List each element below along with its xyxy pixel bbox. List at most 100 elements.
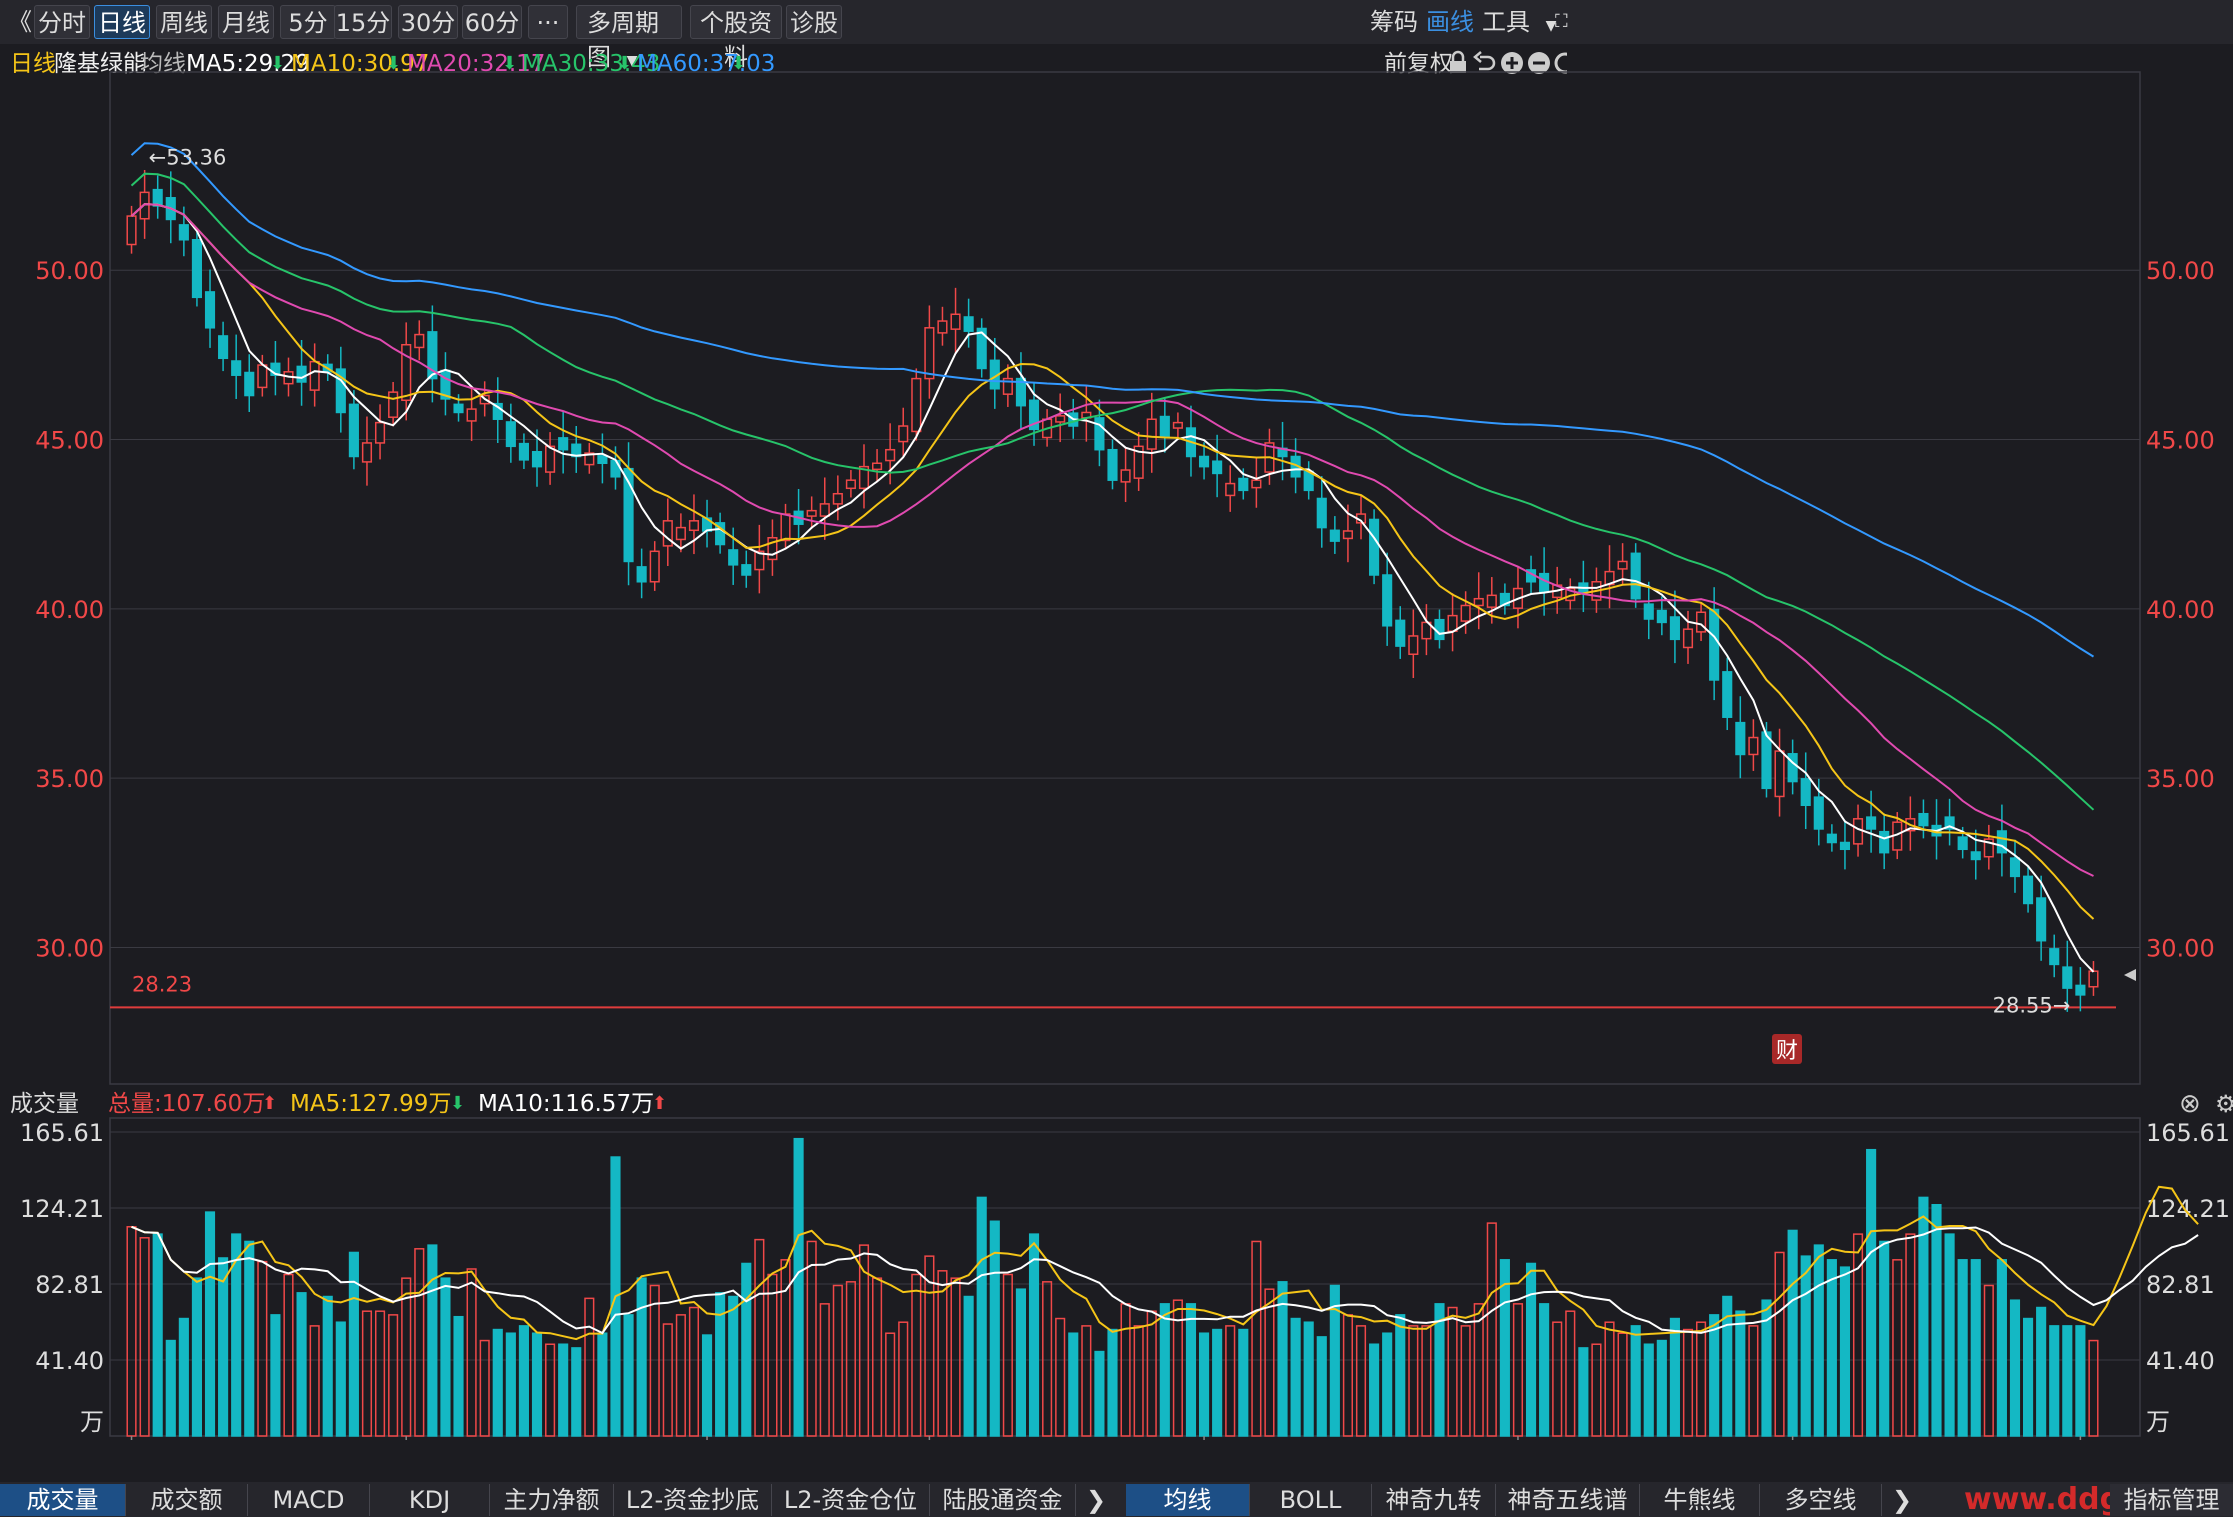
- tab-30min[interactable]: 30分: [398, 5, 458, 39]
- back-icon[interactable]: 《: [8, 8, 32, 36]
- chevron-right-icon[interactable]: ❯: [1891, 1486, 1913, 1514]
- volume-bar: [885, 1332, 896, 1437]
- draw-line-button[interactable]: 画线: [1426, 8, 1474, 36]
- multi-period-dropdown[interactable]: 多周期图 ▼: [576, 5, 682, 71]
- tab-long-short[interactable]: 多空线: [1760, 1484, 1882, 1516]
- candle-body: [505, 421, 516, 448]
- candle-body: [1630, 552, 1641, 600]
- price-volume-chart[interactable]: 50.00 50.00 45.00 45.00 40.00 40.00 35.00 35.00…: [0, 0, 2233, 1440]
- arrow-down-icon: ⬇: [450, 1093, 466, 1114]
- volume-bar: [806, 1240, 817, 1437]
- volume-bar: [793, 1137, 804, 1437]
- candle-body: [309, 360, 320, 391]
- tab-main-net[interactable]: 主力净额: [490, 1484, 614, 1516]
- low-price-mark: 28.55→: [1993, 994, 2071, 1018]
- candle-body: [1238, 477, 1249, 492]
- period-toolbar: 《 分时 日线 周线 月线 5分 15分 30分 60分 ··· 多周期图 ▼ …: [0, 0, 2233, 71]
- chip-button[interactable]: 筹码: [1370, 8, 1418, 36]
- more-periods-button[interactable]: ···: [528, 5, 568, 39]
- candle-body: [1408, 635, 1419, 655]
- tab-l2-bottom[interactable]: L2-资金抄底: [614, 1484, 772, 1516]
- volume-bar: [126, 1226, 137, 1437]
- candle-body: [492, 402, 503, 420]
- volume-bar: [283, 1273, 294, 1437]
- indicator-manage-button[interactable]: 指标管理: [2110, 1484, 2233, 1516]
- stock-info-button[interactable]: 个股资料: [690, 5, 782, 71]
- volume-bar: [1761, 1299, 1772, 1437]
- candle-body: [1866, 816, 1877, 830]
- volume-bar: [348, 1251, 359, 1437]
- tab-monthly[interactable]: 月线: [218, 5, 274, 39]
- volume-bar: [1434, 1303, 1445, 1437]
- candle-body: [806, 509, 817, 517]
- ma30-line: [130, 172, 2095, 811]
- candle-body: [1460, 604, 1471, 622]
- volume-bar: [152, 1233, 163, 1437]
- tab-l2-position[interactable]: L2-资金仓位: [772, 1484, 930, 1516]
- tab-boll[interactable]: BOLL: [1250, 1484, 1372, 1516]
- candle-body: [649, 550, 660, 583]
- chevron-right-icon[interactable]: ❯: [1085, 1486, 1107, 1514]
- ma10-line: [130, 203, 2095, 920]
- candle-body: [1342, 530, 1353, 540]
- tab-bull-bear[interactable]: 牛熊线: [1640, 1484, 1760, 1516]
- volume-bar: [231, 1233, 242, 1437]
- gear-icon[interactable]: ⚙: [2215, 1090, 2233, 1118]
- tab-daily[interactable]: 日线: [94, 5, 150, 39]
- volume-bar: [1839, 1266, 1851, 1437]
- volume-bar: [819, 1303, 830, 1437]
- volume-bar: [1944, 1233, 1955, 1437]
- volume-bar: [1081, 1325, 1092, 1437]
- tab-weekly[interactable]: 周线: [156, 5, 212, 39]
- tab-magic-five[interactable]: 神奇五线谱: [1496, 1484, 1640, 1516]
- volume-bar: [518, 1325, 529, 1437]
- volume-bar: [1656, 1339, 1667, 1437]
- indicator-tabs: 成交量 成交额 MACD KDJ 主力净额 L2-资金抄底 L2-资金仓位 陆股…: [0, 1482, 2233, 1517]
- candle-body: [898, 425, 909, 443]
- tab-turnover[interactable]: 成交额: [126, 1484, 248, 1516]
- candle-body: [1028, 399, 1040, 431]
- volume-bar: [165, 1339, 176, 1437]
- arrow-down-icon: ⬇: [502, 53, 518, 74]
- tab-macd[interactable]: MACD: [248, 1484, 370, 1516]
- volume-total: 总量:107.60万: [108, 1091, 266, 1117]
- candle-body: [1094, 417, 1105, 451]
- tab-ma[interactable]: 均线: [1126, 1484, 1250, 1516]
- zoom-in-icon[interactable]: [1499, 50, 1525, 76]
- candle-body: [1316, 497, 1327, 529]
- volume-bar: [649, 1284, 660, 1437]
- undo-icon[interactable]: [1472, 50, 1498, 76]
- tab-northbound[interactable]: 陆股通资金: [930, 1484, 1076, 1516]
- volume-bar: [963, 1295, 974, 1437]
- tab-kdj[interactable]: KDJ: [370, 1484, 490, 1516]
- volume-bar: [1225, 1325, 1236, 1437]
- volume-bar: [322, 1295, 333, 1437]
- tab-magic-nine[interactable]: 神奇九转: [1372, 1484, 1496, 1516]
- close-icon[interactable]: ⊗: [2179, 1089, 2201, 1119]
- candle-body: [1434, 618, 1445, 641]
- zoom-out-icon[interactable]: [1526, 50, 1552, 76]
- candle-body: [2049, 948, 2060, 966]
- tools-dropdown[interactable]: 工具 ▼: [1482, 5, 1556, 39]
- diagnose-button[interactable]: 诊股: [786, 5, 842, 39]
- tab-volume[interactable]: 成交量: [0, 1484, 126, 1516]
- volume-bar: [2036, 1306, 2047, 1437]
- candle-body: [335, 368, 346, 414]
- volume-bar: [1643, 1343, 1654, 1437]
- volume-bar: [937, 1270, 948, 1437]
- fullscreen-icon[interactable]: ⛶: [1555, 11, 1568, 32]
- tab-15min[interactable]: 15分: [334, 5, 392, 39]
- candle-body: [924, 327, 935, 380]
- price-panel-frame: [109, 71, 2141, 1085]
- candle-body: [453, 403, 464, 414]
- candle-body: [1212, 460, 1223, 475]
- lock-icon[interactable]: [1445, 50, 1471, 76]
- volume-bar: [1918, 1196, 1929, 1437]
- tab-60min[interactable]: 60分: [462, 5, 522, 39]
- volume-bar: [1120, 1303, 1131, 1437]
- volume-bar: [1198, 1332, 1210, 1437]
- volume-bar: [1669, 1317, 1680, 1437]
- tab-intraday[interactable]: 分时: [34, 5, 90, 39]
- candle-body: [1748, 736, 1759, 756]
- candle-body: [1251, 479, 1262, 489]
